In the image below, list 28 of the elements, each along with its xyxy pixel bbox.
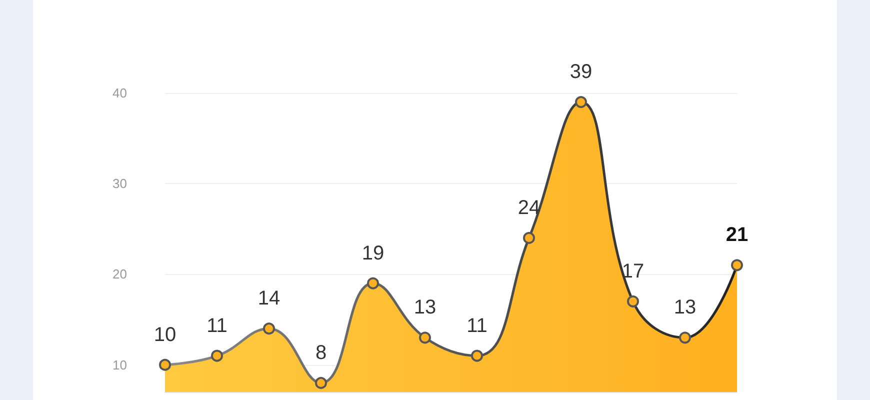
data-label: 24 <box>518 196 540 219</box>
point <box>419 332 431 344</box>
y-tick-label: 30 <box>112 176 127 192</box>
point <box>523 232 535 244</box>
data-label: 19 <box>362 242 384 264</box>
data-label: 21 <box>726 224 748 246</box>
point <box>471 350 483 362</box>
data-label: 11 <box>206 314 228 337</box>
data-label: 8 <box>315 342 327 364</box>
point <box>679 332 691 344</box>
point <box>263 322 275 335</box>
data-label: 13 <box>414 296 436 319</box>
point <box>159 358 171 371</box>
y-tick-label: 40 <box>112 86 127 100</box>
data-label: 14 <box>258 288 280 310</box>
data-label: 39 <box>570 61 592 84</box>
data-label: 10 <box>154 324 176 346</box>
point <box>367 277 379 290</box>
point <box>211 350 223 362</box>
point <box>627 295 639 308</box>
y-tick-label: 10 <box>112 357 127 372</box>
point <box>575 96 587 108</box>
point <box>315 376 327 389</box>
y-tick-label: 20 <box>112 266 127 282</box>
data-label: 11 <box>466 314 488 337</box>
point <box>731 259 743 272</box>
data-label: 17 <box>622 260 644 282</box>
data-label: 13 <box>674 296 696 319</box>
